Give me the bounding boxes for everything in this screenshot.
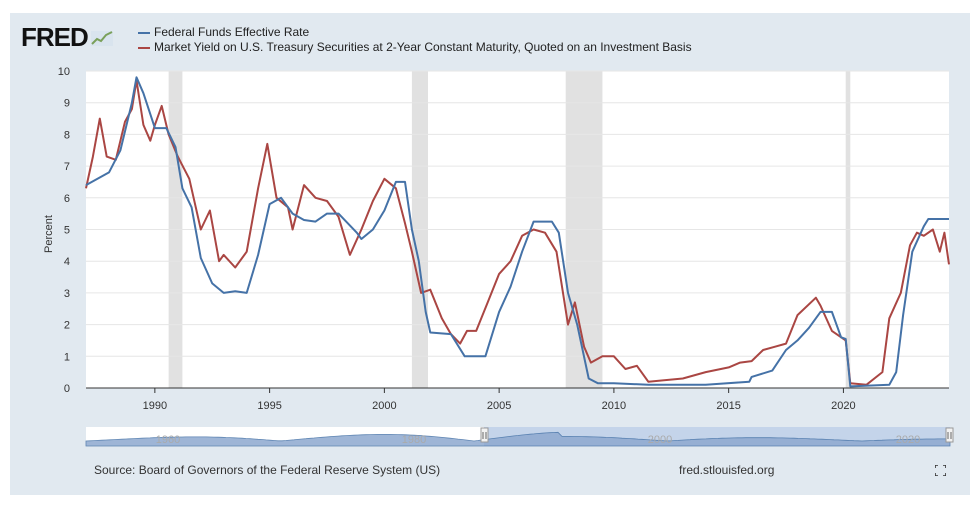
y-tick-label: 5 bbox=[64, 225, 70, 237]
series-lines bbox=[85, 76, 950, 388]
legend-item-2yr-treasury[interactable]: Market Yield on U.S. Treasury Securities… bbox=[138, 40, 692, 55]
x-tick-labels: 1990 1995 2000 2005 2010 2015 2020 bbox=[86, 387, 949, 412]
legend-swatch-blue bbox=[138, 31, 150, 34]
navigator-series bbox=[85, 431, 951, 447]
navigator-handle[interactable] bbox=[480, 427, 489, 443]
site-link[interactable]: fred.stlouisfed.org bbox=[679, 463, 775, 477]
y-tick-label: 10 bbox=[58, 66, 70, 78]
series-line-fedfunds bbox=[85, 76, 949, 388]
y-tick-label: 7 bbox=[64, 161, 70, 173]
legend-item-fedfunds[interactable]: Federal Funds Effective Rate bbox=[138, 25, 692, 40]
navigator-tick-label: 2020 bbox=[896, 434, 920, 446]
y-tick-label: 2 bbox=[64, 320, 70, 332]
x-tick-label: 2005 bbox=[487, 400, 511, 412]
navigator-tick-label: 1960 bbox=[156, 434, 180, 446]
range-navigator[interactable]: 1960 1980 2000 2020 bbox=[85, 427, 954, 447]
series-line-2yr-treasury bbox=[85, 79, 950, 386]
y-tick-label: 0 bbox=[64, 383, 70, 395]
y-tick-labels: 0 1 2 3 4 5 6 7 8 9 10 bbox=[58, 66, 70, 395]
x-tick-label: 2015 bbox=[716, 400, 740, 412]
navigator-tick-label: 2000 bbox=[648, 434, 672, 446]
x-tick-label: 2000 bbox=[372, 400, 396, 412]
y-tick-label: 1 bbox=[64, 351, 70, 363]
fullscreen-icon[interactable] bbox=[935, 465, 946, 476]
legend-label: Federal Funds Effective Rate bbox=[154, 25, 310, 39]
x-tick-label: 1990 bbox=[143, 400, 167, 412]
x-tick-label: 1995 bbox=[257, 400, 281, 412]
navigator-handle[interactable] bbox=[945, 427, 954, 443]
fred-logo[interactable]: FRED bbox=[21, 22, 114, 53]
x-tick-label: 2020 bbox=[831, 400, 855, 412]
y-tick-label: 6 bbox=[64, 193, 70, 205]
source-note: Source: Board of Governors of the Federa… bbox=[94, 463, 441, 477]
fred-graph-icon bbox=[90, 31, 113, 46]
legend-swatch-red bbox=[138, 46, 150, 49]
legend: Federal Funds Effective Rate Market Yiel… bbox=[138, 25, 692, 55]
legend-label: Market Yield on U.S. Treasury Securities… bbox=[154, 40, 692, 54]
navigator-tick-label: 1980 bbox=[402, 434, 426, 446]
y-tick-label: 8 bbox=[64, 129, 70, 141]
y-tick-label: 3 bbox=[64, 288, 70, 300]
x-tick-label: 2010 bbox=[602, 400, 626, 412]
y-tick-label: 4 bbox=[64, 256, 70, 268]
y-tick-label: 9 bbox=[64, 98, 70, 110]
